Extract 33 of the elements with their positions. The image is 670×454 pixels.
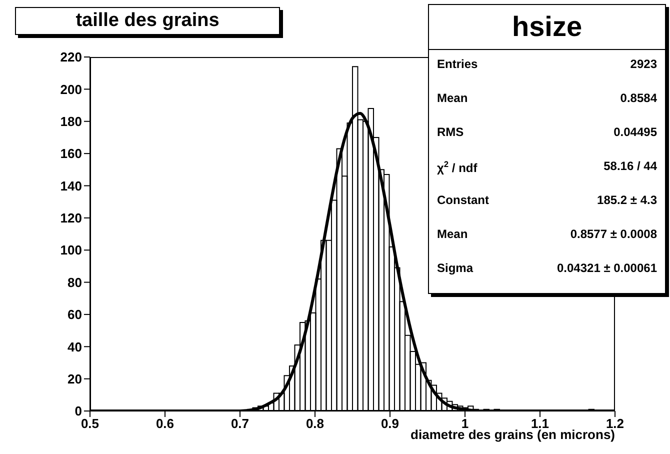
y-tick-label: 220 [60,50,82,65]
y-tick-label: 140 [60,178,82,194]
y-tick-label: 20 [68,371,82,386]
text: 0.8584 [620,91,657,105]
x-tick-label: 0.5 [80,416,100,432]
text: 2923 [630,57,657,71]
chart-title: taille des grains [76,10,220,31]
x-tick-label: 0.9 [380,416,400,432]
y-tick-label: 200 [60,82,82,97]
annotation: Constant [437,193,489,207]
x-tick-label: 0.7 [230,416,250,432]
annotation: Sigma [437,261,474,275]
x-tick-label: 0.6 [156,416,174,432]
y-tick-label: 100 [60,242,82,258]
y-tick-label: 60 [68,307,82,322]
annotation: Mean [437,227,468,241]
y-tick-label: 40 [68,339,82,354]
annotation: RMS [437,125,464,139]
annotation: Entries [437,57,478,71]
y-tick-label: 180 [60,114,82,129]
y-tick-label: 160 [60,146,82,162]
y-tick-label: 120 [60,210,82,226]
x-tick-label: 0.8 [306,416,324,432]
text: hsize [512,11,582,42]
annotation: 0.04495 [614,125,657,139]
annotation: 0.04321 ± 0.00061 [556,261,657,275]
annotation: 58.16 / 44 [604,159,657,173]
annotation: 185.2 ± 4.3 [597,193,657,207]
y-tick-label: 0 [74,404,82,419]
annotation: 0.8577 ± 0.0008 [570,227,657,241]
y-tick-label: 80 [68,274,82,290]
annotation: χ$^{2}$ / ndf [437,159,478,175]
annotation: Mean [437,91,468,105]
